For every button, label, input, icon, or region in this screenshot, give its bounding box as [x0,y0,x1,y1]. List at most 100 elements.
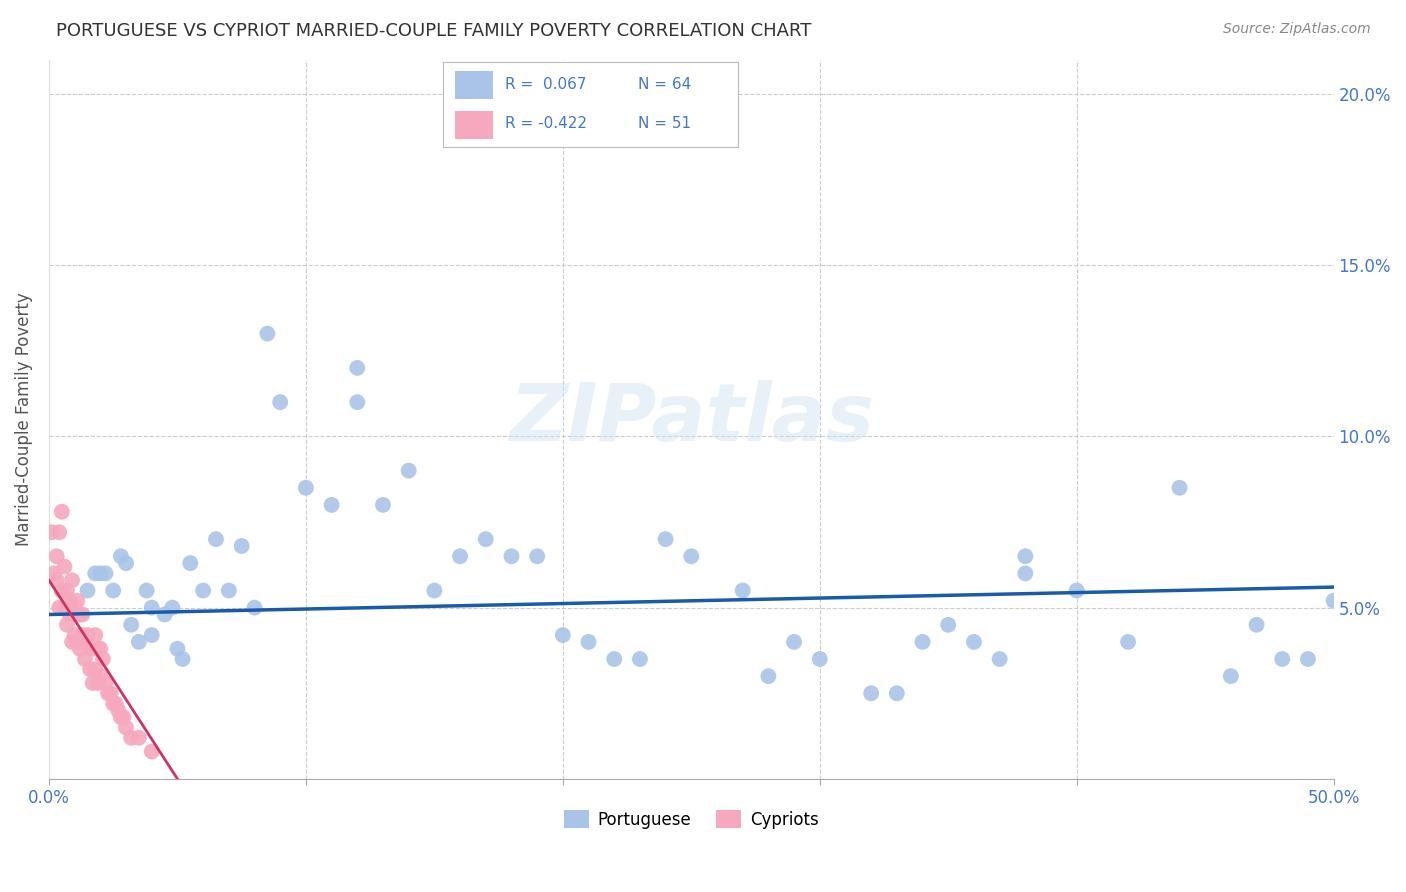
Point [988,652,1011,666]
Point [69,641,91,656]
Point [66,594,89,608]
Point [84,662,107,676]
Point [112,710,135,724]
Point [110,549,132,564]
Text: PORTUGUESE VS CYPRIOT MARRIED-COUPLE FAMILY POVERTY CORRELATION CHART: PORTUGUESE VS CYPRIOT MARRIED-COUPLE FAM… [56,22,811,40]
FancyBboxPatch shape [443,62,738,147]
Point [60,635,83,649]
Point [1296,652,1319,666]
Point [501,549,523,564]
Point [63,628,86,642]
Point [141,745,163,759]
Point [474,532,496,546]
Point [79,662,101,676]
Point [73,635,96,649]
Point [191,583,214,598]
Point [654,532,676,546]
Point [69,607,91,622]
Point [103,697,125,711]
Point [82,641,104,656]
Text: Source: ZipAtlas.com: Source: ZipAtlas.com [1223,22,1371,37]
Point [205,532,228,546]
Y-axis label: Married-Couple Family Poverty: Married-Couple Family Poverty [15,293,32,546]
Point [551,628,574,642]
Point [89,641,111,656]
Point [53,600,76,615]
Text: ZIPatlas: ZIPatlas [509,380,873,458]
Point [1014,549,1036,564]
Point [51,583,73,598]
Point [120,617,142,632]
Point [42,566,65,581]
Point [128,731,150,745]
Point [51,505,73,519]
Point [1168,481,1191,495]
Point [48,525,70,540]
Point [1271,652,1294,666]
Point [141,628,163,642]
Point [56,583,79,598]
Point [860,686,883,700]
Text: N = 51: N = 51 [638,116,690,131]
FancyBboxPatch shape [454,111,494,139]
Point [58,594,80,608]
Point [56,617,79,632]
Point [76,628,98,642]
Point [84,628,107,642]
Point [346,395,368,409]
Point [166,641,188,656]
Text: N = 64: N = 64 [638,78,690,93]
Point [141,600,163,615]
Point [103,583,125,598]
Point [681,549,703,564]
Point [172,652,194,666]
Point [115,556,138,570]
Point [731,583,754,598]
Point [808,652,831,666]
Point [578,635,600,649]
Point [346,360,368,375]
Point [603,652,626,666]
Point [58,594,80,608]
Point [41,525,63,540]
Point [783,635,806,649]
Point [1066,583,1088,598]
Point [72,628,94,642]
Point [963,635,986,649]
Point [398,464,420,478]
Point [758,669,780,683]
Point [107,703,129,717]
Point [231,539,253,553]
Point [886,686,908,700]
Point [94,676,117,690]
Text: R = -0.422: R = -0.422 [505,116,586,131]
Point [45,574,67,588]
Point [526,549,548,564]
Point [128,635,150,649]
Point [89,669,111,683]
Point [110,710,132,724]
Point [1116,635,1139,649]
Point [76,635,98,649]
Point [115,721,138,735]
Point [936,617,959,632]
Point [60,574,83,588]
Point [82,676,104,690]
Point [321,498,343,512]
Point [423,583,446,598]
Point [162,600,184,615]
Point [53,559,76,574]
Point [371,498,394,512]
Point [179,556,201,570]
Point [91,652,114,666]
Point [63,600,86,615]
Point [58,607,80,622]
Point [63,607,86,622]
Point [120,731,142,745]
Point [87,676,110,690]
Point [97,686,120,700]
Point [94,566,117,581]
Point [911,635,934,649]
Point [100,686,122,700]
Point [89,566,111,581]
